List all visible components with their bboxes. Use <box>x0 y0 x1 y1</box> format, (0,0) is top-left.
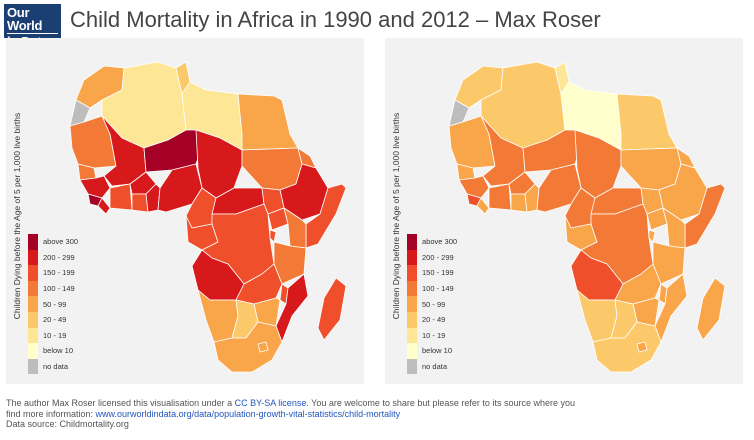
legend-label: above 300 <box>43 237 79 247</box>
source-link[interactable]: www.ourworldindata.org/data/population-g… <box>95 408 401 419</box>
legend-item: 100 - 149 <box>28 280 78 297</box>
page-title: Child Mortality in Africa in 1990 and 20… <box>70 7 601 32</box>
legend-swatch <box>407 280 417 297</box>
legend-item: 20 - 49 <box>28 311 78 328</box>
legend: above 300 200 - 299 150 - 199 100 - 149 … <box>28 234 78 375</box>
region-mali <box>101 115 147 187</box>
legend-label: 50 - 99 <box>422 299 446 309</box>
region-mozambique <box>654 273 688 343</box>
legend-item: 200 - 299 <box>407 249 457 266</box>
legend-label: 20 - 49 <box>43 315 67 325</box>
legend-swatch <box>407 265 417 281</box>
legend-swatch <box>407 249 417 266</box>
legend-swatch <box>407 327 417 344</box>
footer-license-prefix: The author Max Roser licensed this visua… <box>6 398 235 408</box>
region-egypt <box>237 93 299 151</box>
legend-item: 20 - 49 <box>407 311 457 328</box>
legend-item: 50 - 99 <box>407 296 457 312</box>
legend-swatch <box>407 234 417 250</box>
legend-swatch <box>28 327 38 344</box>
legend-item: 150 - 199 <box>407 265 457 281</box>
region-guinea <box>79 175 111 199</box>
region-rwanda-burundi <box>648 229 656 243</box>
legend-swatch <box>407 358 417 375</box>
region-ghana <box>131 193 149 213</box>
footer-license-suffix: . You are welcome to share but please re… <box>306 398 575 408</box>
license-link[interactable]: CC BY-SA license <box>234 398 307 408</box>
legend-item: no data <box>28 358 78 375</box>
legend-swatch <box>28 280 38 297</box>
legend-label: 100 - 149 <box>43 284 75 294</box>
footer-line-1: The author Max Roser licensed this visua… <box>6 398 626 409</box>
footer-source-prefix: find more information: <box>6 408 96 419</box>
footer-line-2: find more information: www.ourworldindat… <box>6 409 626 420</box>
region-sudan <box>620 147 682 191</box>
legend-item: below 10 <box>28 343 78 359</box>
region-lesotho-swaziland <box>257 341 269 353</box>
region-south-africa <box>592 321 662 373</box>
legend-label: below 10 <box>43 346 74 356</box>
legend-swatch <box>28 343 38 359</box>
owid-logo: Our World in Data <box>4 4 61 48</box>
legend-swatch <box>407 343 417 359</box>
region-madagascar <box>317 277 347 341</box>
legend-swatch <box>28 358 38 375</box>
legend-label: below 10 <box>422 346 453 356</box>
legend-item: above 300 <box>407 234 457 250</box>
legend-label: 150 - 199 <box>422 268 454 278</box>
legend-label: no data <box>422 362 448 372</box>
logo-rule <box>7 33 58 34</box>
legend-label: 200 - 299 <box>422 252 454 262</box>
legend-label: above 300 <box>422 237 458 247</box>
legend-item: 100 - 149 <box>407 280 457 297</box>
legend-label: 200 - 299 <box>43 252 75 262</box>
region-lesotho-swaziland <box>636 341 648 353</box>
legend-axis-label: Children Dying before the Age of 5 per 1… <box>391 112 401 320</box>
legend-swatch <box>28 234 38 250</box>
africa-map-1990 <box>69 61 347 373</box>
legend-item: 50 - 99 <box>28 296 78 312</box>
legend-swatch <box>28 296 38 312</box>
legend-label: 100 - 149 <box>422 284 454 294</box>
region-guinea <box>458 175 490 199</box>
region-sudan <box>241 147 303 191</box>
legend-label: 50 - 99 <box>43 299 67 309</box>
footer-data-source: Data source: Childmortality.org <box>6 419 129 429</box>
legend-swatch <box>28 311 38 328</box>
legend-swatch <box>28 249 38 266</box>
legend-label: 10 - 19 <box>422 330 446 340</box>
region-mali <box>480 115 526 187</box>
legend-item: 10 - 19 <box>407 327 457 344</box>
region-egypt <box>616 93 678 151</box>
legend-label: no data <box>43 362 69 372</box>
legend-item: above 300 <box>28 234 78 250</box>
legend-item: below 10 <box>407 343 457 359</box>
region-rwanda-burundi <box>269 229 277 243</box>
legend-swatch <box>407 311 417 328</box>
legend-label: 10 - 19 <box>43 330 67 340</box>
africa-map-2012 <box>448 61 726 373</box>
legend-item: 150 - 199 <box>28 265 78 281</box>
region-south-africa <box>213 321 283 373</box>
region-madagascar <box>696 277 726 341</box>
legend-item: no data <box>407 358 457 375</box>
legend-label: 150 - 199 <box>43 268 75 278</box>
legend-swatch <box>407 296 417 312</box>
legend-item: 200 - 299 <box>28 249 78 266</box>
map-panel-2012: Children Dying before the Age of 5 per 1… <box>385 38 743 384</box>
region-ivory-coast <box>488 183 512 211</box>
legend-label: 20 - 49 <box>422 315 446 325</box>
legend: above 300 200 - 299 150 - 199 100 - 149 … <box>407 234 457 375</box>
logo-line1: Our World <box>7 5 43 33</box>
region-ivory-coast <box>109 183 133 211</box>
region-ghana <box>510 193 528 213</box>
legend-item: 10 - 19 <box>28 327 78 344</box>
map-panel-1990: Children Dying before the Age of 5 per 1… <box>6 38 364 384</box>
legend-axis-label: Children Dying before the Age of 5 per 1… <box>12 112 22 320</box>
legend-swatch <box>28 265 38 281</box>
footer-credits: The author Max Roser licensed this visua… <box>6 398 626 430</box>
region-mozambique <box>275 273 309 343</box>
